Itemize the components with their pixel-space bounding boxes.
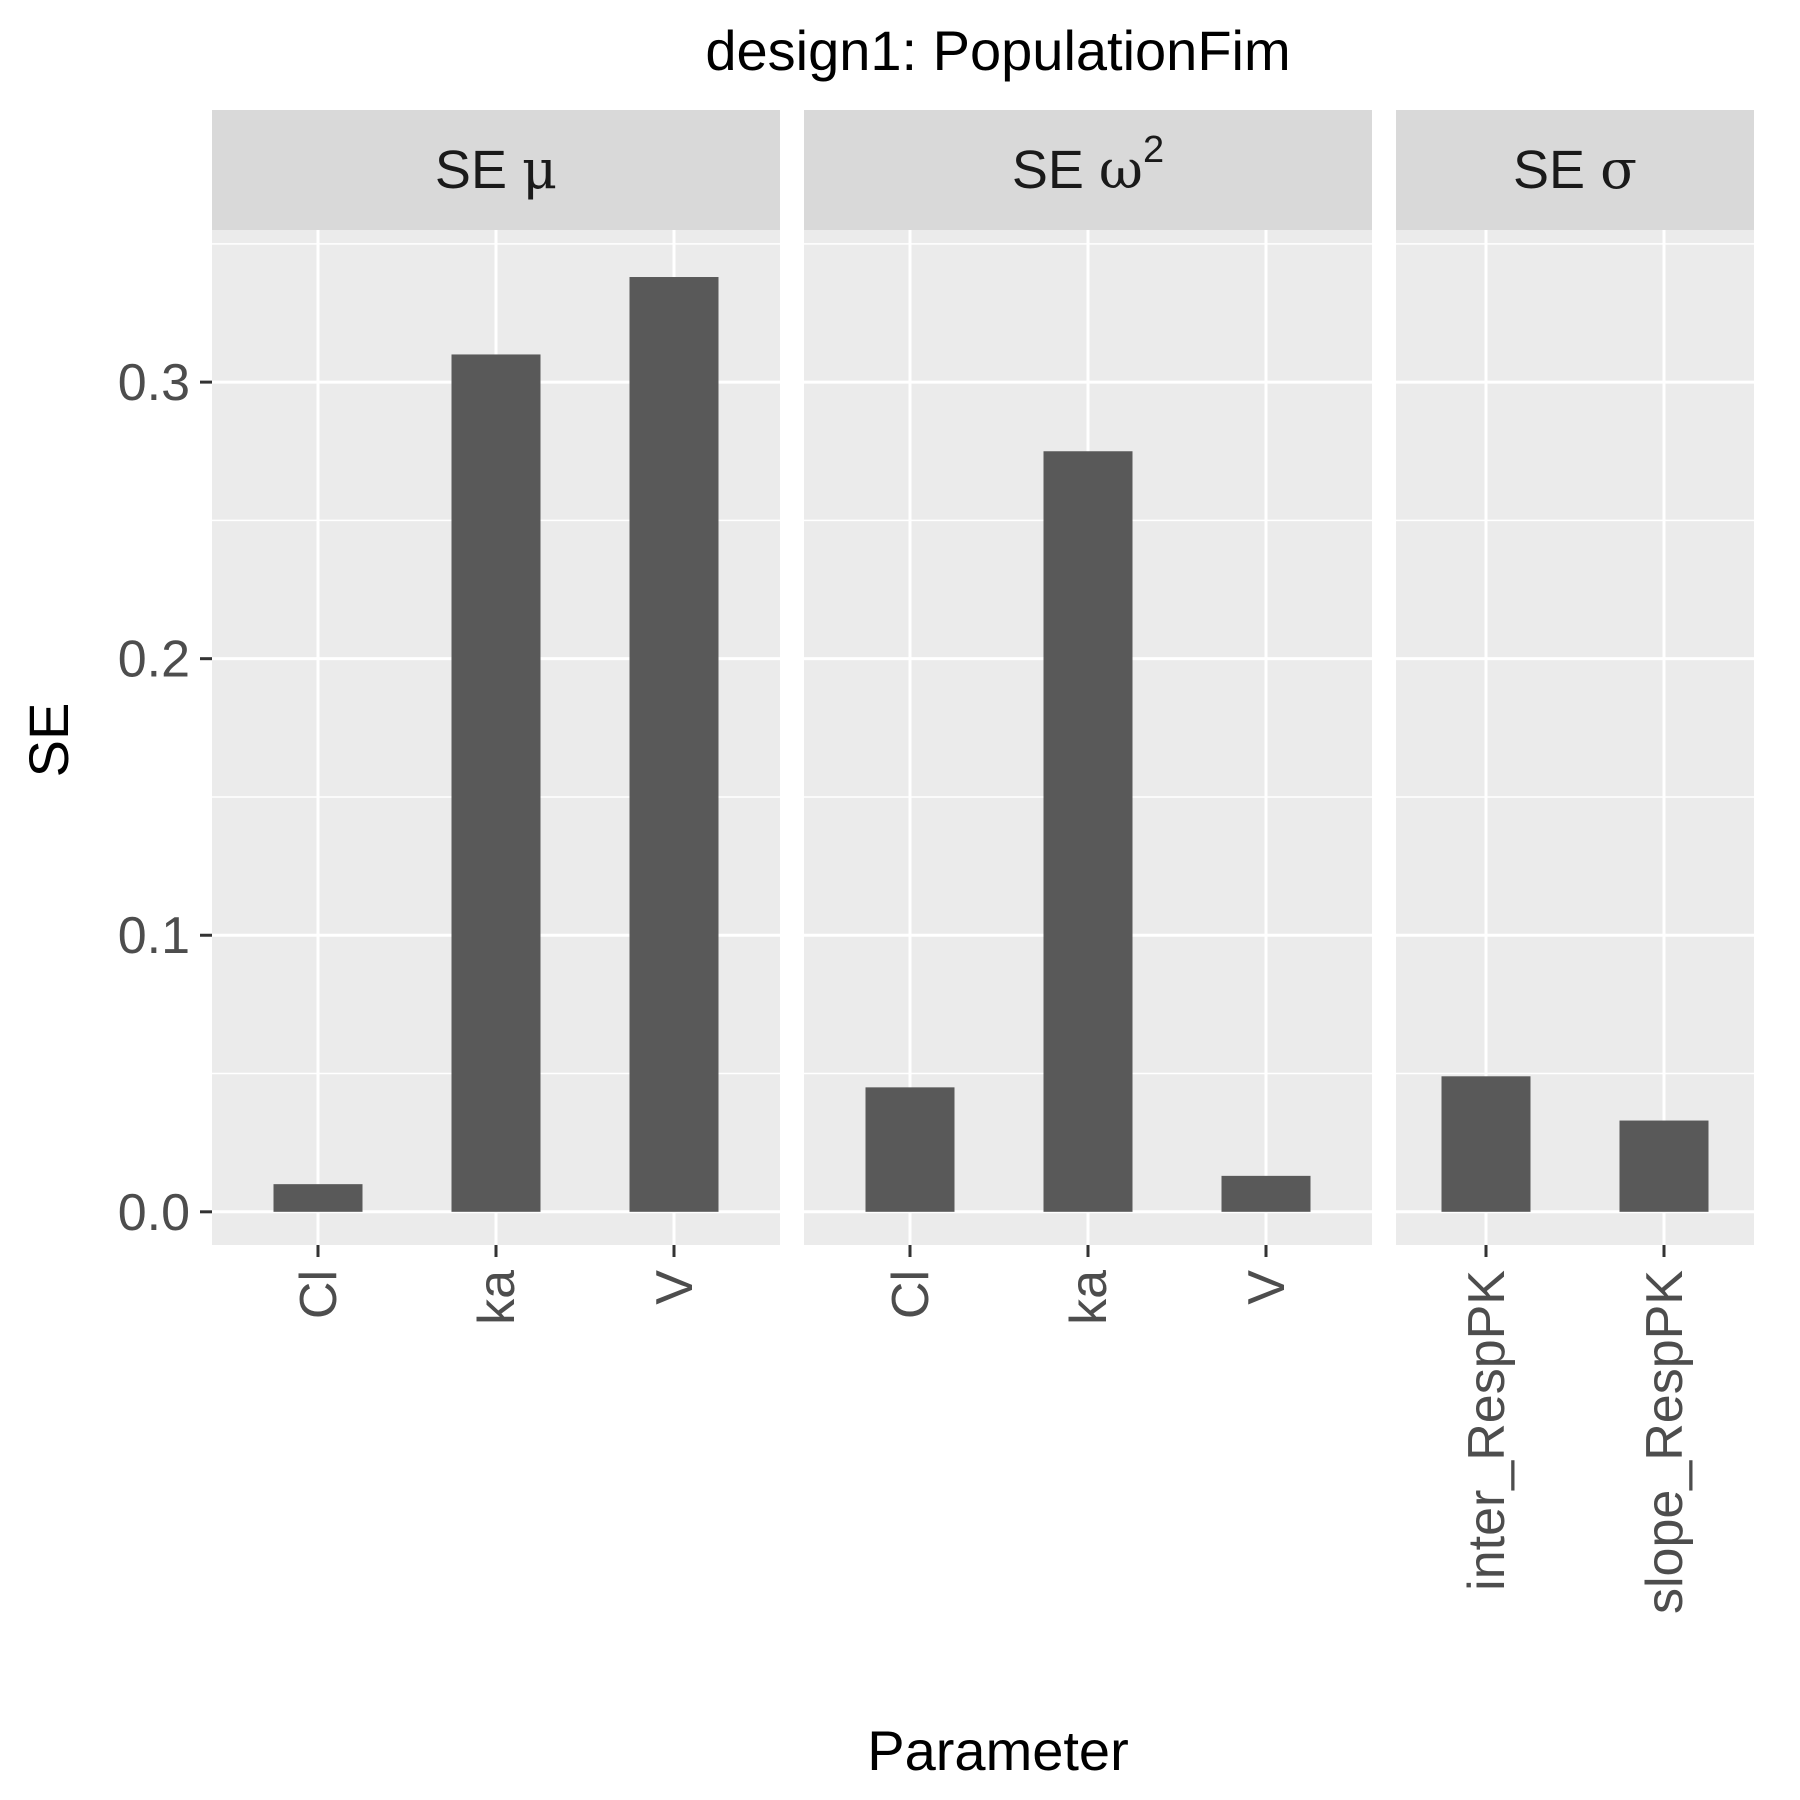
x-tick-label: inter_RespPK (1458, 1270, 1516, 1591)
y-axis: 0.0 0.1 0.2 0.3 (118, 354, 212, 1242)
x-tick-label: ka (468, 1270, 526, 1325)
facet-strip-label: SE ω2 (1012, 129, 1164, 201)
y-tick-label: 0.3 (118, 354, 190, 412)
x-tick-label: ka (1060, 1270, 1118, 1325)
x-tick-label: V (646, 1270, 704, 1305)
x-axis-title: Parameter (867, 1719, 1128, 1782)
x-tick-label: V (1238, 1270, 1296, 1305)
y-tick-label: 0.0 (118, 1184, 190, 1242)
bar-Cl (273, 1184, 363, 1212)
bar-Cl (865, 1087, 955, 1212)
bar-V (629, 277, 719, 1212)
chart-title: design1: PopulationFim (705, 19, 1290, 82)
facet-strip-label: SE μ (435, 138, 557, 201)
facet-panel: SE μ Cl ka V (212, 110, 780, 1325)
facet-strip (1396, 110, 1754, 230)
x-tick-label: slope_RespPK (1636, 1270, 1694, 1614)
bar-ka (1043, 451, 1133, 1212)
x-tick-label: Cl (882, 1270, 940, 1319)
facet-strip (804, 110, 1372, 230)
facet-panels: SE μ Cl ka V SE ω2 Cl ka V SE σ inter_RespPK slope… (212, 110, 1754, 1614)
bar-slope_RespPK (1619, 1120, 1709, 1212)
bar-V (1221, 1175, 1311, 1212)
bar-ka (451, 354, 541, 1212)
y-tick-label: 0.1 (118, 907, 190, 965)
x-tick-label: Cl (290, 1270, 348, 1319)
facet-strip (212, 110, 780, 230)
facet-panel: SE σ inter_RespPK slope_RespPK (1396, 110, 1754, 1614)
bar-inter_RespPK (1441, 1076, 1531, 1212)
facet-panel: SE ω2 Cl ka V (804, 110, 1372, 1325)
y-axis-title: SE (17, 703, 80, 778)
panel-background (1396, 230, 1754, 1245)
y-tick-label: 0.2 (118, 631, 190, 689)
facet-strip-label: SE σ (1513, 138, 1637, 201)
